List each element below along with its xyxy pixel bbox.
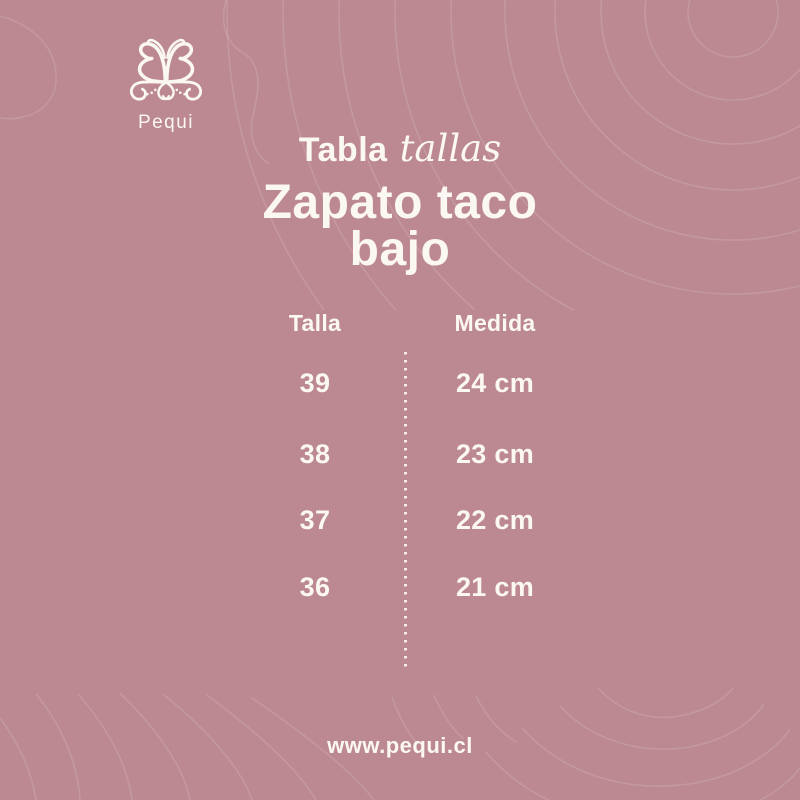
column-header-talla: Talla	[288, 310, 342, 336]
dotted-column-divider	[404, 352, 407, 667]
brand-logo: Pequi	[86, 34, 246, 134]
measure-value: 21 cm	[455, 572, 535, 602]
product-title-line2: bajo	[349, 223, 451, 276]
size-value: 38	[299, 439, 331, 469]
size-value: 37	[299, 505, 331, 535]
measure-value: 22 cm	[455, 505, 535, 535]
size-value: 39	[299, 368, 331, 398]
website-url: www.pequi.cl	[327, 733, 473, 758]
brand-name: Pequi	[137, 112, 195, 133]
product-title: Zapato taco bajo	[0, 176, 800, 276]
size-value: 36	[299, 572, 331, 602]
title-word-script: tallas	[399, 127, 502, 170]
title-word-regular: Tabla	[298, 131, 388, 169]
measure-value: 24 cm	[455, 368, 535, 398]
butterfly-icon	[129, 38, 202, 101]
product-title-line1: Zapato taco	[262, 176, 538, 229]
page-title: Tabla tallas	[0, 127, 800, 170]
column-header-medida: Medida	[454, 310, 536, 336]
measure-value: 23 cm	[455, 439, 535, 469]
